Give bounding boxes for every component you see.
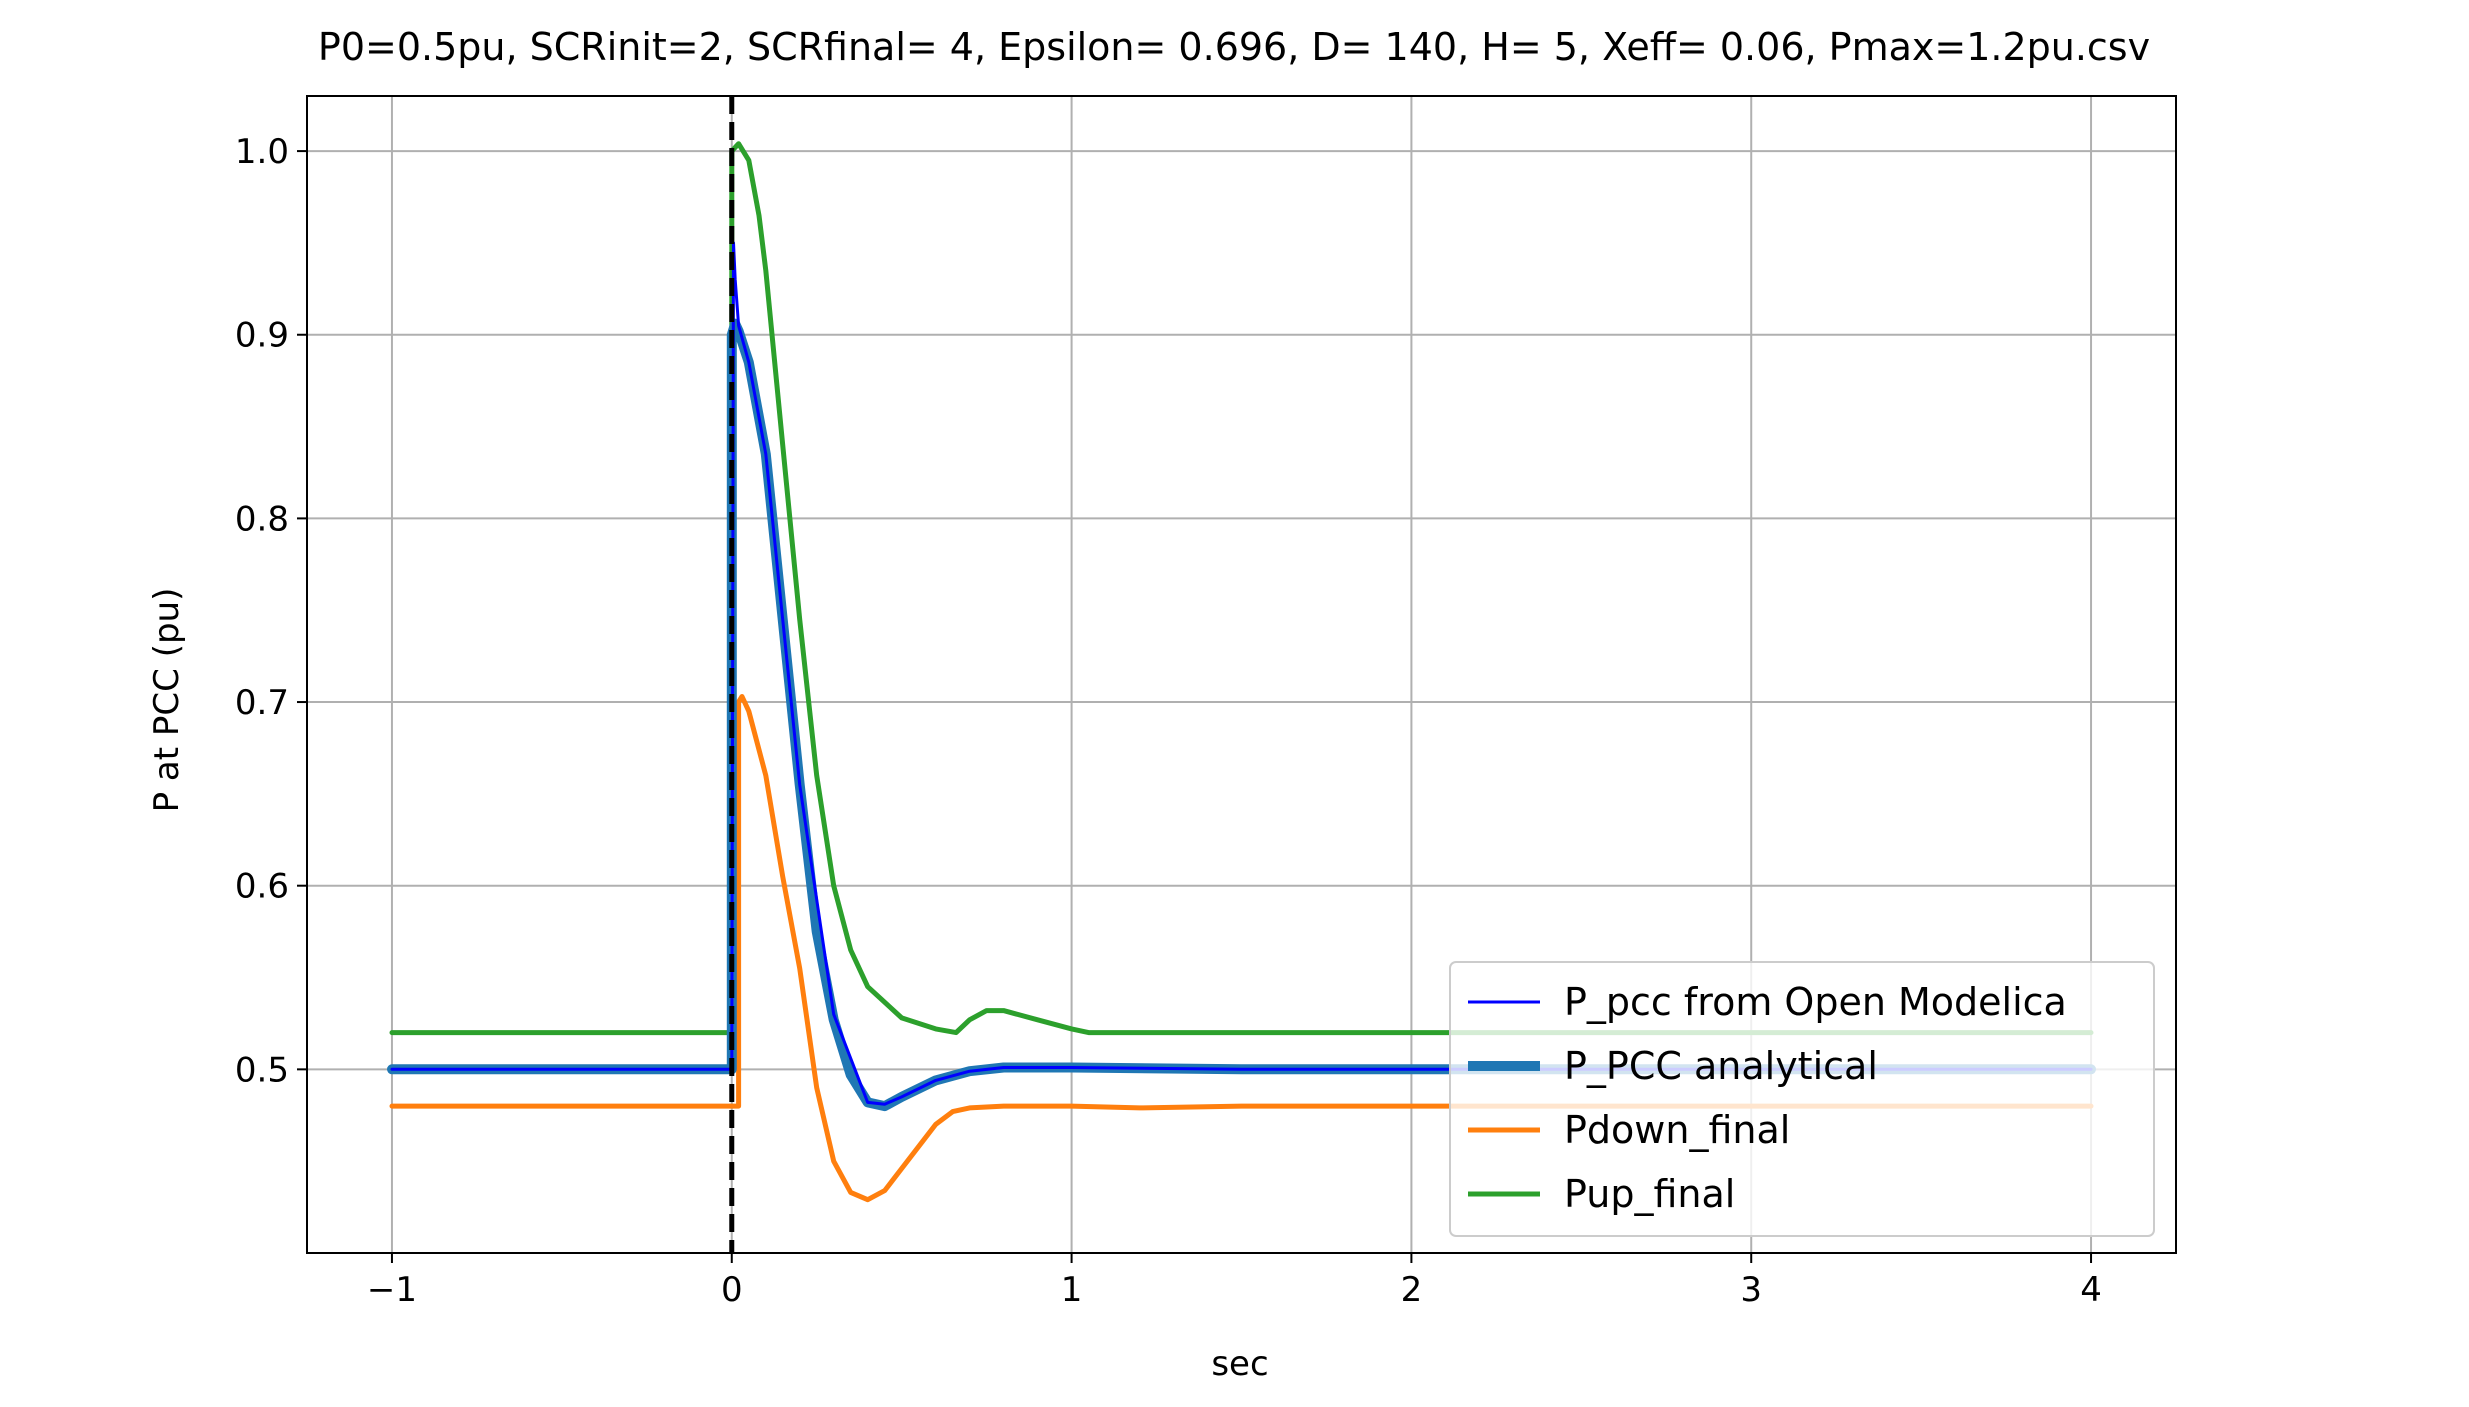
legend-label: P_PCC analytical bbox=[1564, 1044, 1878, 1088]
x-tick-label: 3 bbox=[1740, 1270, 1762, 1310]
x-tick-label: 1 bbox=[1061, 1270, 1083, 1310]
x-axis-label: sec bbox=[1211, 1344, 1268, 1384]
x-tick-label: 2 bbox=[1401, 1270, 1423, 1310]
legend-box bbox=[1449, 961, 2155, 1237]
chart-title: P0=0.5pu, SCRinit=2, SCRfinal= 4, Epsilo… bbox=[318, 25, 2150, 69]
tick-layer: −1 0 1 2 3 4 0.5 0.6 0.7 0.8 0.9 1.0 bbox=[235, 132, 2102, 1310]
series-line-pup-final bbox=[389, 141, 2094, 1036]
y-tick-label: 0.5 bbox=[235, 1050, 289, 1090]
y-tick-label: 0.6 bbox=[235, 867, 289, 907]
y-tick-label: 0.8 bbox=[235, 499, 289, 539]
legend-label: Pdown_final bbox=[1564, 1108, 1790, 1152]
legend-label: P_pcc from Open Modelica bbox=[1564, 980, 2067, 1024]
legend-label: Pup_final bbox=[1564, 1172, 1735, 1216]
series-line-pdown-final bbox=[389, 694, 2094, 1203]
plot-frame bbox=[306, 95, 2177, 1254]
y-tick-label: 0.7 bbox=[235, 683, 289, 723]
y-tick-label: 1.0 bbox=[235, 132, 289, 172]
x-tick-label: −1 bbox=[367, 1270, 417, 1310]
series-line-p-pcc-from-open-modelica bbox=[390, 241, 2093, 1106]
legend: P_pcc from Open Modelica P_PCC analytical… bbox=[1449, 961, 2155, 1237]
series-layer bbox=[387, 141, 2096, 1203]
x-tick-label: 4 bbox=[2080, 1270, 2102, 1310]
x-tick-label: 0 bbox=[721, 1270, 743, 1310]
y-axis-label: P at PCC (pu) bbox=[147, 588, 187, 813]
y-tick-label: 0.9 bbox=[235, 316, 289, 356]
